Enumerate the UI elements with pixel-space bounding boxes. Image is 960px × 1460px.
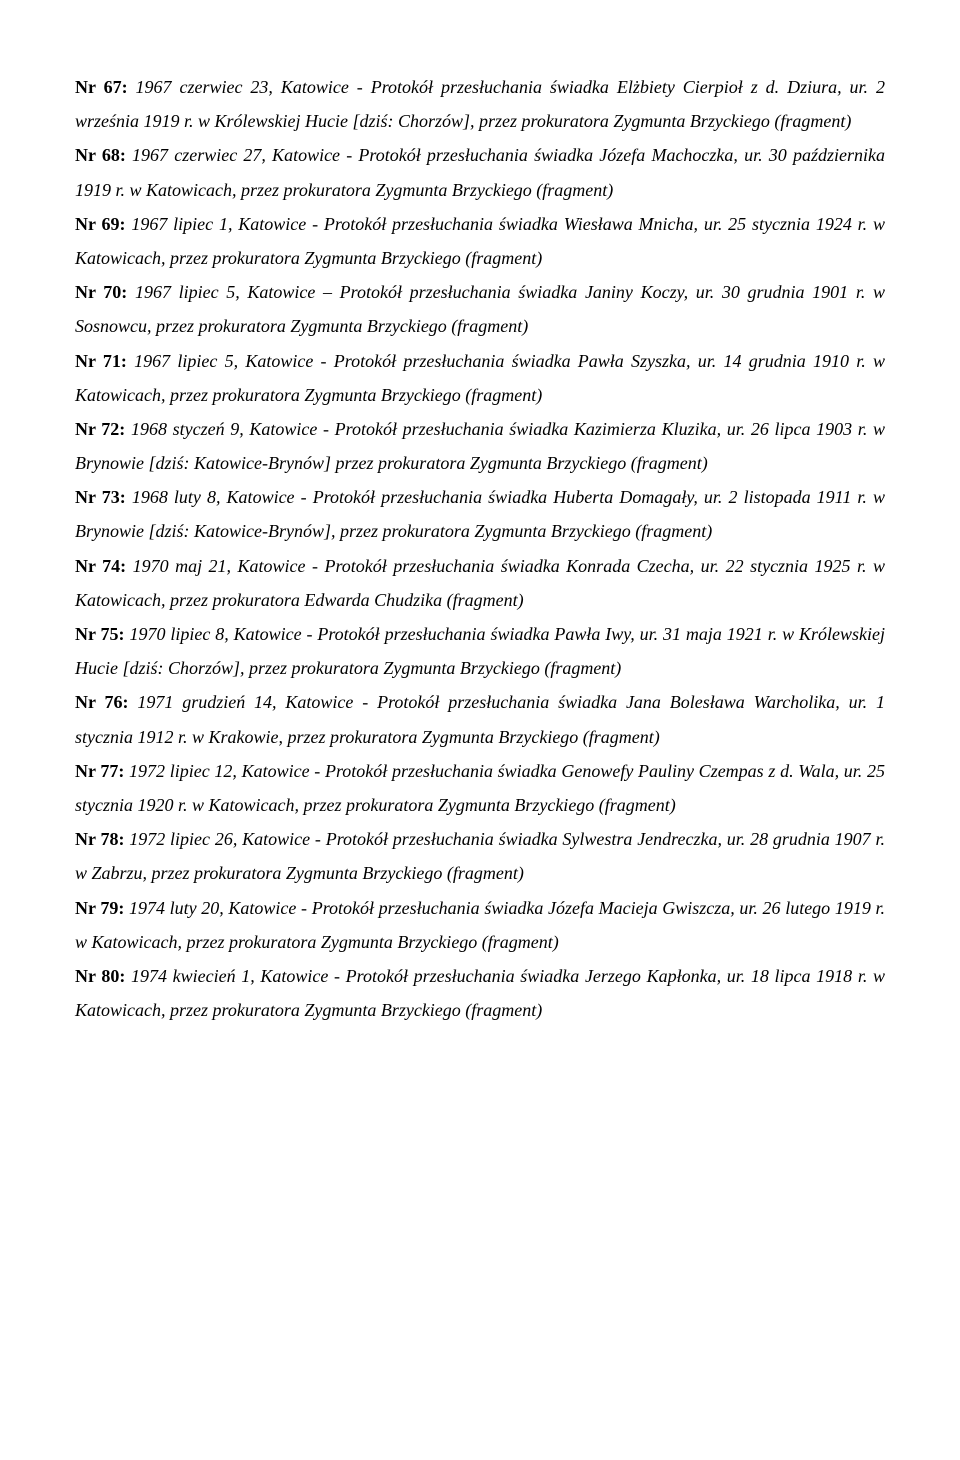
entry-number: Nr 69: xyxy=(75,214,131,234)
entry-text: 1967 lipiec 1, Katowice - Protokół przes… xyxy=(75,214,885,268)
entry-73: Nr 73: 1968 luty 8, Katowice - Protokół … xyxy=(75,480,885,548)
entry-number: Nr 72: xyxy=(75,419,131,439)
entry-text: 1972 lipiec 12, Katowice - Protokół prze… xyxy=(75,761,885,815)
entry-78: Nr 78: 1972 lipiec 26, Katowice - Protok… xyxy=(75,822,885,890)
entry-number: Nr 77: xyxy=(75,761,129,781)
entry-number: Nr 78: xyxy=(75,829,129,849)
entry-text: 1974 luty 20, Katowice - Protokół przesł… xyxy=(75,898,885,952)
entry-79: Nr 79: 1974 luty 20, Katowice - Protokół… xyxy=(75,891,885,959)
entry-69: Nr 69: 1967 lipiec 1, Katowice - Protokó… xyxy=(75,207,885,275)
entry-text: 1971 grudzień 14, Katowice - Protokół pr… xyxy=(75,692,885,746)
entry-75: Nr 75: 1970 lipiec 8, Katowice - Protokó… xyxy=(75,617,885,685)
entry-number: Nr 79: xyxy=(75,898,129,918)
entry-text: 1967 czerwiec 27, Katowice - Protokół pr… xyxy=(75,145,885,199)
entry-number: Nr 67: xyxy=(75,77,136,97)
entry-68: Nr 68: 1967 czerwiec 27, Katowice - Prot… xyxy=(75,138,885,206)
entry-number: Nr 68: xyxy=(75,145,132,165)
entry-77: Nr 77: 1972 lipiec 12, Katowice - Protok… xyxy=(75,754,885,822)
entry-text: 1974 kwiecień 1, Katowice - Protokół prz… xyxy=(75,966,885,1020)
entry-number: Nr 80: xyxy=(75,966,131,986)
entry-text: 1972 lipiec 26, Katowice - Protokół prze… xyxy=(75,829,885,883)
entry-72: Nr 72: 1968 styczeń 9, Katowice - Protok… xyxy=(75,412,885,480)
entry-number: Nr 71: xyxy=(75,351,134,371)
entry-number: Nr 73: xyxy=(75,487,132,507)
entry-text: 1968 styczeń 9, Katowice - Protokół prze… xyxy=(75,419,885,473)
entry-text: 1970 maj 21, Katowice - Protokół przesłu… xyxy=(75,556,885,610)
entry-text: 1970 lipiec 8, Katowice - Protokół przes… xyxy=(75,624,885,678)
entry-text: 1967 czerwiec 23, Katowice - Protokół pr… xyxy=(75,77,885,131)
entry-number: Nr 70: xyxy=(75,282,135,302)
document-body: Nr 67: 1967 czerwiec 23, Katowice - Prot… xyxy=(75,70,885,1027)
entry-text: 1967 lipiec 5, Katowice – Protokół przes… xyxy=(75,282,885,336)
entry-number: Nr 75: xyxy=(75,624,129,644)
entry-70: Nr 70: 1967 lipiec 5, Katowice – Protokó… xyxy=(75,275,885,343)
entry-text: 1967 lipiec 5, Katowice - Protokół przes… xyxy=(75,351,885,405)
entry-67: Nr 67: 1967 czerwiec 23, Katowice - Prot… xyxy=(75,70,885,138)
entry-74: Nr 74: 1970 maj 21, Katowice - Protokół … xyxy=(75,549,885,617)
entry-71: Nr 71: 1967 lipiec 5, Katowice - Protokó… xyxy=(75,344,885,412)
entry-text: 1968 luty 8, Katowice - Protokół przesłu… xyxy=(75,487,885,541)
entry-number: Nr 76: xyxy=(75,692,137,712)
entry-76: Nr 76: 1971 grudzień 14, Katowice - Prot… xyxy=(75,685,885,753)
entry-number: Nr 74: xyxy=(75,556,133,576)
entry-80: Nr 80: 1974 kwiecień 1, Katowice - Proto… xyxy=(75,959,885,1027)
